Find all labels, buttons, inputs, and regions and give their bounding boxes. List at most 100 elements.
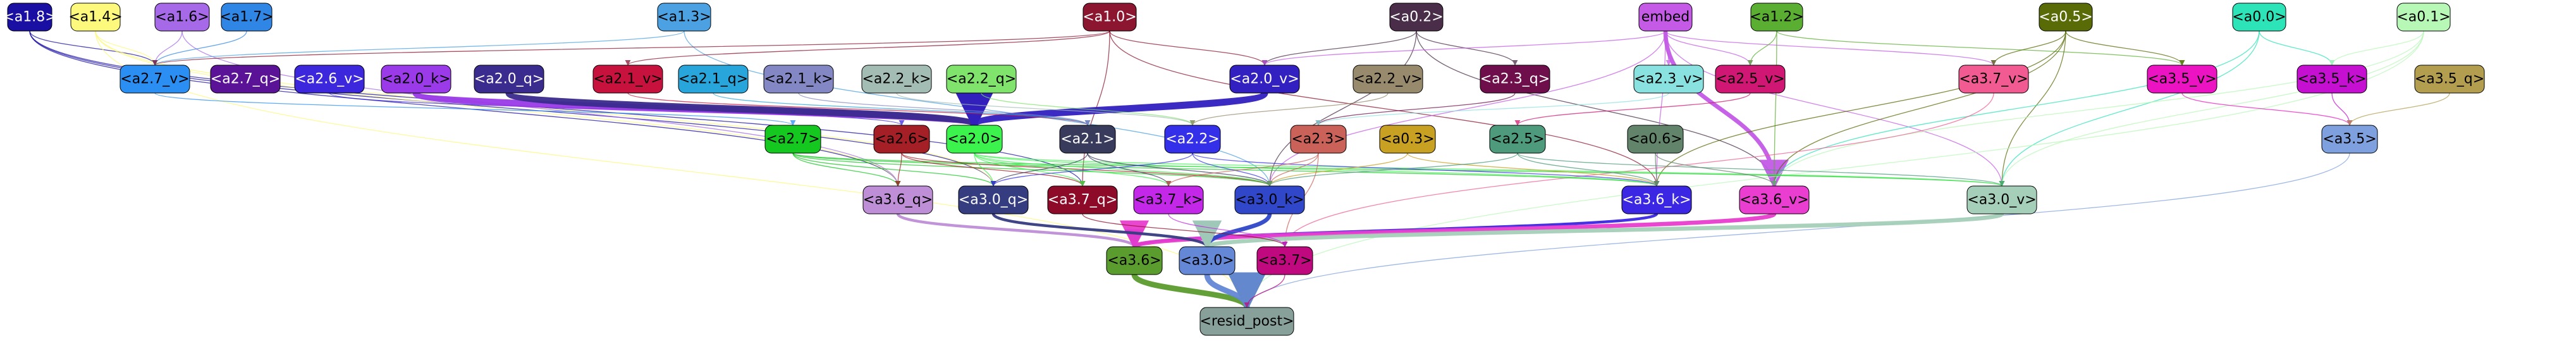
node-label: <a2.2_k> [862,71,931,87]
node-label: <a2.5> [1490,132,1544,147]
node-a2-5-v[interactable]: <a2.5_v> [1715,65,1786,94]
node-a0-2[interactable]: <a0.2> [1389,3,1444,32]
edge-a0_6-to-a3_6_v [1655,152,1777,187]
node-a2-1-k[interactable]: <a2.1_k> [763,65,834,94]
edge-a2_0-to-a3_0_k [974,152,1273,187]
node-a3-6-k[interactable]: <a3.6_k> [1621,185,1692,214]
node-a2-3[interactable]: <a2.3> [1290,125,1347,154]
node-label: <a2.3> [1291,132,1345,147]
node-label: <a2.3_v> [1634,71,1703,87]
node-label: <a3.7_k> [1134,192,1203,208]
node-box [7,3,52,32]
node-a2-1-v[interactable]: <a2.1_v> [592,65,663,94]
node-a2-6[interactable]: <a2.6> [873,125,930,154]
node-a2-7-v[interactable]: <a2.7_v> [120,65,190,94]
node-a2-0-v[interactable]: <a2.0_v> [1229,65,1300,94]
node-box [1750,3,1803,32]
node-a2-0-q[interactable]: <a2.0_q> [474,65,544,94]
node-a3-5-q[interactable]: <a3.5_q> [2414,65,2485,94]
edge-a1_6-to-a2_7_v [152,30,183,66]
edge-a1_0-to-a2_1_v [625,30,1110,66]
node-a3-0-v[interactable]: <a3.0_v> [1966,185,2037,214]
node-box [1229,65,1300,94]
node-a2-2[interactable]: <a2.2> [1164,125,1221,154]
node-a3-0-q[interactable]: <a3.0_q> [958,185,1029,214]
node-a2-1[interactable]: <a2.1> [1059,125,1116,154]
node-label: <a1.4> [68,9,122,25]
node-a3-7[interactable]: <a3.7> [1256,246,1313,275]
node-a2-2-k[interactable]: <a2.2_k> [861,65,932,94]
edge-a3_6_v-to-a3_6 [1120,211,1777,250]
edge-embed-to-a3_7_v [1665,30,1997,66]
node-a1-8[interactable]: <a1.8> [3,3,57,32]
edge-a2_1_v-to-a2_1 [627,92,1091,126]
node-box [958,185,1029,214]
node-resid-post[interactable]: <resid_post> [1199,307,1294,336]
node-a3-0[interactable]: <a3.0> [1179,246,1236,275]
node-embed[interactable]: embed [1638,3,1693,32]
node-a2-0-k[interactable]: <a2.0_k> [381,65,451,94]
node-a2-5[interactable]: <a2.5> [1489,125,1546,154]
node-a1-4[interactable]: <a1.4> [68,3,123,32]
node-a2-3-v[interactable]: <a2.3_v> [1633,65,1704,94]
node-a2-2-q[interactable]: <a2.2_q> [946,65,1017,94]
node-label: <a1.6> [155,9,209,25]
node-a0-1[interactable]: <a0.1> [2396,3,2451,32]
node-a0-5[interactable]: <a0.5> [2039,3,2093,32]
edge-a2_2-to-a3_0_q [990,152,1193,187]
node-a3-0-k[interactable]: <a3.0_k> [1234,185,1305,214]
node-a3-5-k[interactable]: <a3.5_k> [2297,65,2367,94]
node-a2-2-v[interactable]: <a2.2_v> [1352,65,1423,94]
node-label: <a3.6_k> [1622,192,1691,208]
node-a2-3-q[interactable]: <a2.3_q> [1480,65,1550,94]
node-a1-0[interactable]: <a1.0> [1083,3,1137,32]
edge-a1_4-to-a3_6_q [95,30,901,187]
edge-embed-to-a2_5_v [1665,30,1753,66]
node-box [210,65,281,94]
node-a0-3[interactable]: <a0.3> [1379,125,1436,154]
node-label: <a2.2> [1165,132,1219,147]
node-label: <a2.1_q> [678,71,748,87]
node-a3-6[interactable]: <a3.6> [1106,246,1163,275]
node-box [1958,65,2029,94]
edge-a2_3_q-to-a2_3 [1315,92,1516,126]
edge-a0_1-to-a3_6_v [1771,30,2424,187]
edge-a0_3-to-a3_0_k [1267,152,1408,187]
node-label: <a3.6> [1107,253,1161,269]
node-a0-6[interactable]: <a0.6> [1627,125,1684,154]
edge-a1_0-to-a3_6_k [1109,30,1660,187]
node-a1-7[interactable]: <a1.7> [219,3,274,32]
node-a1-6[interactable]: <a1.6> [154,3,210,32]
node-a3-6-q[interactable]: <a3.6_q> [862,185,933,214]
node-a0-0[interactable]: <a0.0> [2232,3,2286,32]
node-a3-7-k[interactable]: <a3.7_k> [1133,185,1204,214]
edge-a2_2-to-a3_0_k [1192,152,1273,187]
node-box [1199,307,1294,336]
node-label: <a3.5_k> [2297,71,2366,87]
node-a3-5-v[interactable]: <a3.5_v> [2147,65,2217,94]
node-label: <a2.7> [766,132,819,147]
node-label: embed [1641,9,1690,25]
node-a2-1-q[interactable]: <a2.1_q> [678,65,749,94]
node-a3-5[interactable]: <a3.5> [2321,125,2378,154]
node-a1-2[interactable]: <a1.2> [1750,3,1804,32]
node-a3-7-q[interactable]: <a3.7_q> [1047,185,1118,214]
node-a2-7-q[interactable]: <a2.7_q> [210,65,281,94]
edge-a2_1-to-a3_7_k [1087,152,1172,187]
node-box [1638,3,1693,32]
node-box [1480,65,1550,94]
node-a1-3[interactable]: <a1.3> [657,3,711,32]
node-label: <a0.3> [1380,132,1434,147]
edge-a2_1_k-to-a2_1 [798,92,1091,126]
node-a2-6-v[interactable]: <a2.6_v> [294,65,365,94]
edge-a2_0_v-to-a2_0 [950,81,1268,130]
node-a2-0[interactable]: <a2.0> [946,125,1003,154]
edge-a1_0-to-a2_0_v [1109,30,1268,66]
node-a3-7-v[interactable]: <a3.7_v> [1958,65,2029,94]
edge-a2_6-to-a3_0_k [901,152,1273,187]
node-a2-7[interactable]: <a2.7> [764,125,821,154]
node-label: <a2.7_q> [211,71,280,87]
node-a3-6-v[interactable]: <a3.6_v> [1739,185,1810,214]
edge-embed-to-a3_6_v [1663,30,1789,189]
